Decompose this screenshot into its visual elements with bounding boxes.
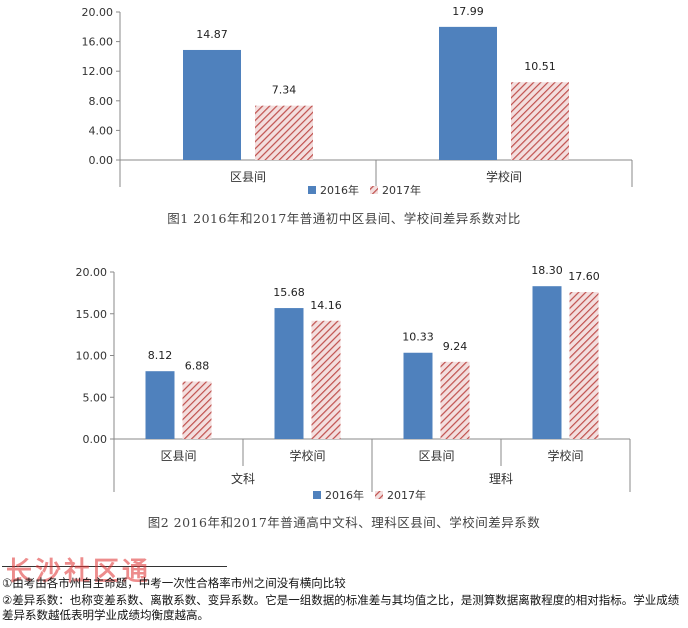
legend-swatch-2016 bbox=[313, 491, 321, 499]
data-label: 10.33 bbox=[402, 331, 434, 344]
bar-2017 bbox=[182, 381, 212, 439]
data-label: 9.24 bbox=[443, 340, 468, 353]
bar-2016 bbox=[403, 352, 433, 439]
figure-1-caption: 图1 2016年和2017年普通初中区县间、学校间差异系数对比 bbox=[167, 211, 521, 226]
data-label: 17.99 bbox=[452, 5, 484, 18]
data-label: 14.87 bbox=[196, 28, 228, 41]
legend-swatch-2017 bbox=[375, 491, 383, 499]
footnote-1: ①由考由各市州自主命题，中考一次性合格率市州之间没有横向比较 bbox=[2, 576, 346, 590]
x-group-label: 文科 bbox=[231, 471, 255, 486]
x-category-label: 学校间 bbox=[486, 169, 522, 184]
y-tick-label: 20.00 bbox=[82, 6, 114, 19]
bar-2017 bbox=[255, 105, 313, 160]
y-tick-label: 15.00 bbox=[76, 308, 108, 321]
y-tick-label: 20.00 bbox=[76, 266, 108, 279]
y-tick-label: 10.00 bbox=[76, 350, 108, 363]
legend: 2016年 2017年 bbox=[313, 488, 426, 502]
bar-2016 bbox=[439, 26, 497, 161]
x-category-label: 学校间 bbox=[547, 448, 583, 463]
bar-2016 bbox=[532, 286, 562, 439]
legend-label: 2016年 bbox=[325, 488, 364, 502]
x-group-label: 理科 bbox=[489, 472, 513, 486]
bar-2016 bbox=[274, 308, 304, 439]
figure-1-bar-chart: 0.00 4.00 8.00 12.00 16.00 20.00 区县间 14.87 7.34 学… bbox=[82, 5, 633, 197]
x-category-label: 区县间 bbox=[160, 449, 196, 463]
legend-label: 2016年 bbox=[320, 183, 359, 197]
footnote-divider bbox=[2, 566, 227, 567]
bar-2017 bbox=[440, 361, 470, 439]
watermark-logo: 长沙社区通 bbox=[6, 557, 152, 587]
y-tick-label: 0.00 bbox=[83, 433, 108, 446]
data-label: 8.12 bbox=[148, 349, 173, 362]
bar-2016 bbox=[145, 371, 175, 439]
data-label: 15.68 bbox=[273, 286, 305, 299]
legend: 2016年 2017年 bbox=[308, 183, 421, 197]
bar-2017 bbox=[569, 292, 599, 439]
legend-label: 2017年 bbox=[382, 183, 421, 197]
data-label: 17.60 bbox=[568, 270, 600, 283]
figure-2-caption: 图2 2016年和2017年普通高中文科、理科区县间、学校间差异系数 bbox=[147, 515, 541, 530]
data-label: 7.34 bbox=[272, 84, 297, 97]
legend-label: 2017年 bbox=[387, 488, 426, 502]
bar-2017 bbox=[311, 320, 341, 439]
legend-swatch-2017 bbox=[370, 186, 378, 194]
x-category-label: 区县间 bbox=[230, 170, 266, 184]
legend-swatch-2016 bbox=[308, 186, 316, 194]
y-tick-label: 4.00 bbox=[89, 124, 114, 137]
data-label: 18.30 bbox=[531, 264, 563, 277]
data-label: 10.51 bbox=[524, 60, 556, 73]
y-tick-label: 16.00 bbox=[82, 36, 114, 49]
y-tick-label: 5.00 bbox=[83, 391, 108, 404]
data-label: 14.16 bbox=[310, 299, 342, 312]
x-category-label: 学校间 bbox=[289, 448, 325, 463]
data-label: 6.88 bbox=[185, 360, 210, 373]
bar-2017 bbox=[511, 82, 569, 160]
y-tick-label: 8.00 bbox=[89, 95, 114, 108]
bar-2016 bbox=[183, 49, 241, 160]
footnote-2: ②差异系数：也称变差系数、离散系数、变异系数。它是一组数据的标准差与其均值之比，… bbox=[2, 593, 680, 622]
x-category-label: 区县间 bbox=[418, 449, 454, 463]
figure-2-bar-chart: 0.00 5.00 10.00 15.00 20.00 区县间 8.12 6.88 学校间 15.… bbox=[76, 264, 631, 502]
y-tick-label: 0.00 bbox=[89, 154, 114, 167]
y-tick-label: 12.00 bbox=[82, 65, 114, 78]
